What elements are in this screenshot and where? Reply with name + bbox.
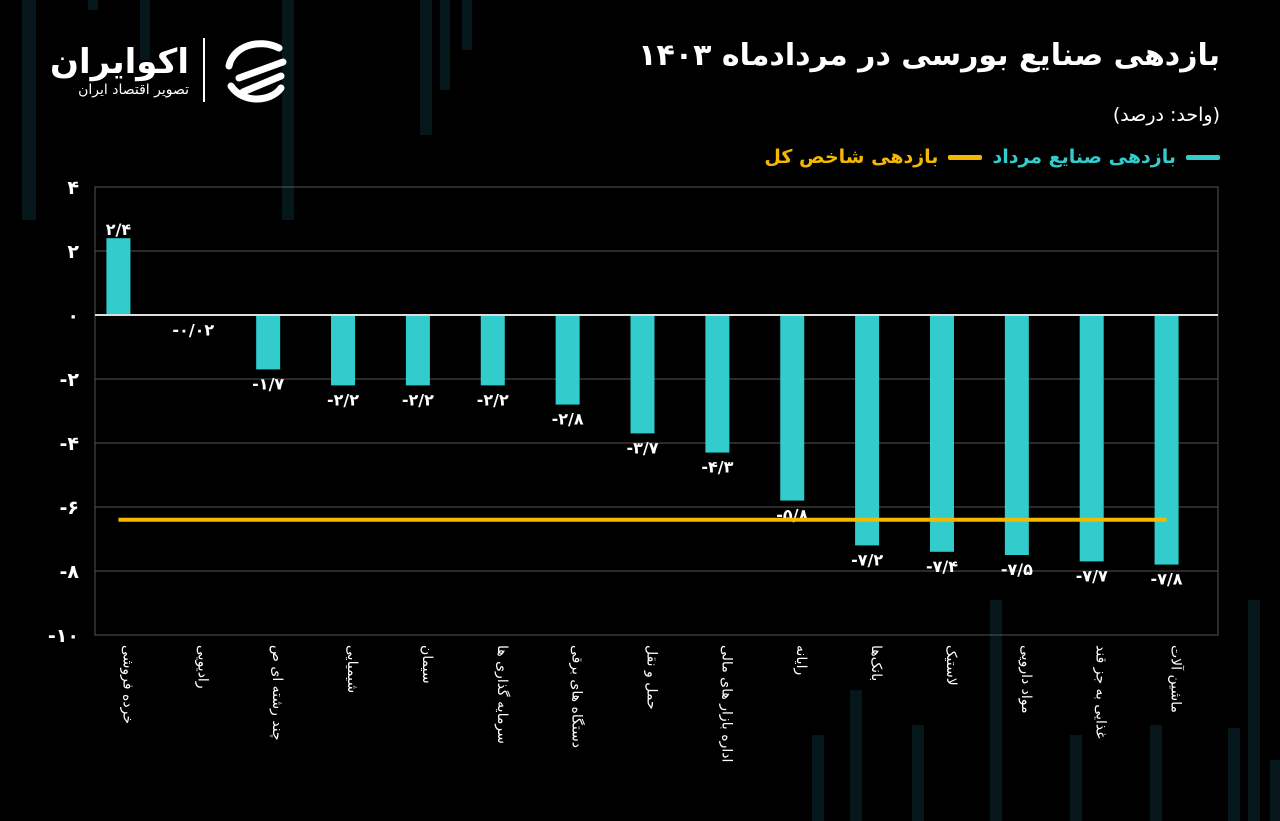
bar [256, 315, 281, 370]
decoration-bar [88, 0, 98, 10]
bar [331, 315, 356, 386]
bar [780, 315, 805, 501]
category-label: سرمایه گذاری ها [494, 645, 511, 744]
brand-tagline: تصویر اقتصاد ایران [78, 82, 189, 98]
decoration-bar [440, 0, 450, 90]
legend-swatch-sectors [1186, 154, 1220, 160]
data-label: -۳/۷ [626, 438, 658, 457]
y-tick-label: -۲ [60, 369, 80, 391]
decoration-bar [850, 690, 862, 821]
y-tick-label: -۶ [60, 497, 79, 519]
category-label: لاستیک [943, 645, 959, 686]
category-label: سیمان [419, 645, 435, 684]
bar [929, 315, 954, 552]
decoration-bar [990, 600, 1002, 821]
data-label: ۲/۴ [106, 220, 132, 239]
data-label: -۲/۲ [477, 390, 509, 409]
decoration-bar [812, 735, 824, 821]
category-label: اداره بازار های مالی [718, 645, 734, 762]
data-label: -۷/۸ [1151, 570, 1183, 589]
legend-label-sectors: بازدهی صنایع مرداد [992, 146, 1176, 168]
legend: بازدهی صنایع مرداد بازدهی شاخص کل [764, 146, 1220, 168]
chart-subtitle: (واحد: درصد) [1112, 104, 1220, 126]
y-tick-label: -۸ [60, 561, 80, 583]
decoration-bar [912, 725, 924, 821]
category-label: ماشین آلات [1168, 645, 1185, 713]
category-label: حمل و نقل [644, 645, 660, 710]
decoration-bar [140, 0, 150, 60]
bar [1004, 315, 1029, 555]
data-label: -۲/۸ [552, 410, 584, 429]
decoration-bar [22, 0, 36, 220]
category-label: رایانه [793, 645, 809, 675]
category-label: چند رشته ای ص [269, 645, 285, 741]
decoration-bar [1248, 600, 1260, 821]
bar [705, 315, 730, 453]
logo-divider [203, 38, 205, 102]
legend-swatch-index [948, 154, 983, 160]
bar [106, 238, 131, 315]
data-label: -۷/۵ [1001, 560, 1033, 579]
decoration-bar [1270, 760, 1280, 821]
plot-frame [94, 186, 1219, 636]
y-tick-label: ۲ [67, 241, 79, 263]
category-label: غذایی به جز قند [1093, 645, 1109, 739]
data-label: -۲/۲ [402, 390, 434, 409]
bar [555, 315, 580, 405]
category-label: رادیویی [194, 645, 210, 689]
y-tick-label: -۱۰ [48, 625, 79, 647]
decoration-bar [1150, 725, 1162, 821]
category-label: شیمیایی [344, 645, 360, 693]
data-label: -۷/۷ [1076, 566, 1108, 585]
bar [405, 315, 430, 386]
y-tick-label: -۴ [60, 433, 79, 455]
y-tick-label: ۴ [67, 177, 79, 199]
brand-name: اکوایران [50, 42, 189, 82]
bar [630, 315, 655, 434]
chart-title: بازدهی صنایع بورسی در مردادماه ۱۴۰۳ [638, 38, 1220, 73]
bar [1154, 315, 1179, 565]
legend-label-index: بازدهی شاخص کل [764, 146, 939, 168]
data-label: -۱/۷ [252, 374, 284, 393]
data-label: -۷/۴ [926, 557, 958, 576]
category-label: خرده فروشی [119, 645, 135, 724]
bar [480, 315, 505, 386]
y-tick-label: ۰ [67, 305, 79, 327]
data-label: -۰/۰۲ [172, 321, 214, 340]
bar [1079, 315, 1104, 562]
decoration-bar [282, 0, 294, 220]
category-label: مواد دارویی [1018, 645, 1034, 714]
category-label: دستگاه های برقی [569, 645, 586, 748]
bar [855, 315, 880, 546]
brand-logo-icon [225, 40, 287, 103]
data-label: -۷/۲ [851, 550, 883, 569]
decoration-bar [462, 0, 472, 50]
decoration-bar [420, 0, 432, 135]
logo: اکوایران تصویر اقتصاد ایران [50, 34, 291, 106]
data-label: -۴/۳ [701, 458, 733, 477]
decoration-bar [1070, 735, 1082, 821]
decoration-bar [1228, 728, 1240, 821]
data-label: -۲/۲ [327, 390, 359, 409]
category-label: بانک‌ها [868, 645, 884, 681]
